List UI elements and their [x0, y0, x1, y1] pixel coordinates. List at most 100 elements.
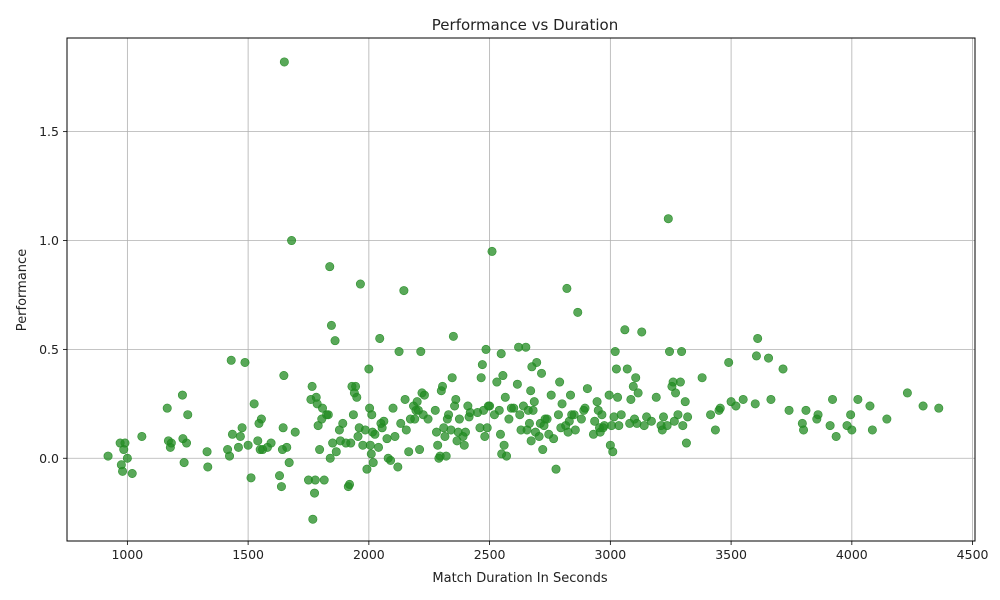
data-point — [433, 440, 443, 450]
data-point — [345, 479, 355, 489]
data-point — [452, 436, 462, 446]
data-point — [438, 381, 448, 391]
data-point — [801, 405, 811, 415]
data-point — [485, 401, 495, 411]
data-point — [569, 410, 579, 420]
data-point — [902, 388, 912, 398]
data-point — [325, 262, 335, 272]
data-point — [444, 410, 454, 420]
data-point — [310, 475, 320, 485]
data-point — [386, 455, 396, 465]
data-point — [626, 394, 636, 404]
data-point — [430, 405, 440, 415]
data-point — [799, 425, 809, 435]
y-tick-label: 0.0 — [39, 451, 59, 466]
data-point — [284, 458, 294, 468]
x-tick-label: 3000 — [594, 547, 626, 562]
data-points — [103, 57, 944, 524]
data-point — [227, 429, 237, 439]
data-point — [853, 394, 863, 404]
data-point — [753, 333, 763, 343]
data-point — [246, 473, 256, 483]
data-point — [240, 357, 250, 367]
y-tick-label: 1.5 — [39, 124, 59, 139]
data-point — [416, 347, 426, 357]
data-point — [496, 349, 506, 359]
data-point — [365, 440, 375, 450]
data-point — [179, 458, 189, 468]
data-point — [278, 423, 288, 433]
data-point — [276, 482, 286, 492]
data-point — [346, 438, 356, 448]
data-point — [570, 425, 580, 435]
data-point — [865, 401, 875, 411]
data-point — [330, 336, 340, 346]
data-point — [287, 236, 297, 246]
data-point — [680, 397, 690, 407]
data-point — [127, 468, 137, 478]
data-point — [562, 283, 572, 293]
data-point — [394, 347, 404, 357]
y-tick-label: 1.0 — [39, 233, 59, 248]
data-point — [448, 331, 458, 341]
x-tick-label: 2000 — [353, 547, 385, 562]
data-point — [613, 392, 623, 402]
data-point — [401, 425, 411, 435]
data-point — [538, 445, 548, 455]
data-point — [551, 464, 561, 474]
data-point — [122, 453, 132, 463]
data-point — [651, 392, 661, 402]
data-point — [203, 462, 213, 472]
data-point — [498, 371, 508, 381]
data-point — [500, 392, 510, 402]
data-point — [715, 403, 725, 413]
x-axis-ticks: 1000 1500 2000 2500 3000 3500 4000 4500 — [111, 541, 989, 562]
data-point — [825, 421, 835, 431]
data-point — [290, 427, 300, 437]
data-point — [515, 410, 525, 420]
data-point — [566, 390, 576, 400]
data-point — [477, 360, 487, 370]
data-point — [348, 410, 358, 420]
data-point — [202, 447, 212, 457]
data-point — [608, 447, 618, 457]
data-point — [390, 431, 400, 441]
data-point — [553, 410, 563, 420]
data-point — [620, 325, 630, 335]
data-point — [447, 373, 457, 383]
data-point — [611, 364, 621, 374]
data-point — [706, 410, 716, 420]
data-point — [573, 307, 583, 317]
data-point — [279, 371, 289, 381]
data-point — [326, 320, 336, 330]
data-point — [597, 410, 607, 420]
data-point — [502, 451, 512, 461]
data-point — [846, 410, 856, 420]
data-point — [555, 377, 565, 387]
data-point — [103, 451, 113, 461]
data-point — [882, 414, 892, 424]
data-point — [177, 390, 187, 400]
grid-lines — [67, 38, 975, 541]
data-point — [419, 390, 429, 400]
data-point — [481, 344, 491, 354]
data-point — [546, 390, 556, 400]
data-point — [678, 421, 688, 431]
data-point — [182, 438, 192, 448]
y-tick-label: 0.5 — [39, 342, 59, 357]
data-point — [235, 431, 245, 441]
data-point — [526, 386, 536, 396]
data-point — [404, 447, 414, 457]
data-point — [847, 425, 857, 435]
data-point — [504, 414, 514, 424]
data-point — [282, 442, 292, 452]
data-point — [724, 357, 734, 367]
data-point — [751, 351, 761, 361]
x-tick-label: 2500 — [474, 547, 506, 562]
data-point — [549, 434, 559, 444]
data-point — [512, 379, 522, 389]
data-point — [364, 364, 374, 374]
data-point — [521, 342, 531, 352]
data-point — [526, 436, 536, 446]
data-point — [441, 451, 451, 461]
